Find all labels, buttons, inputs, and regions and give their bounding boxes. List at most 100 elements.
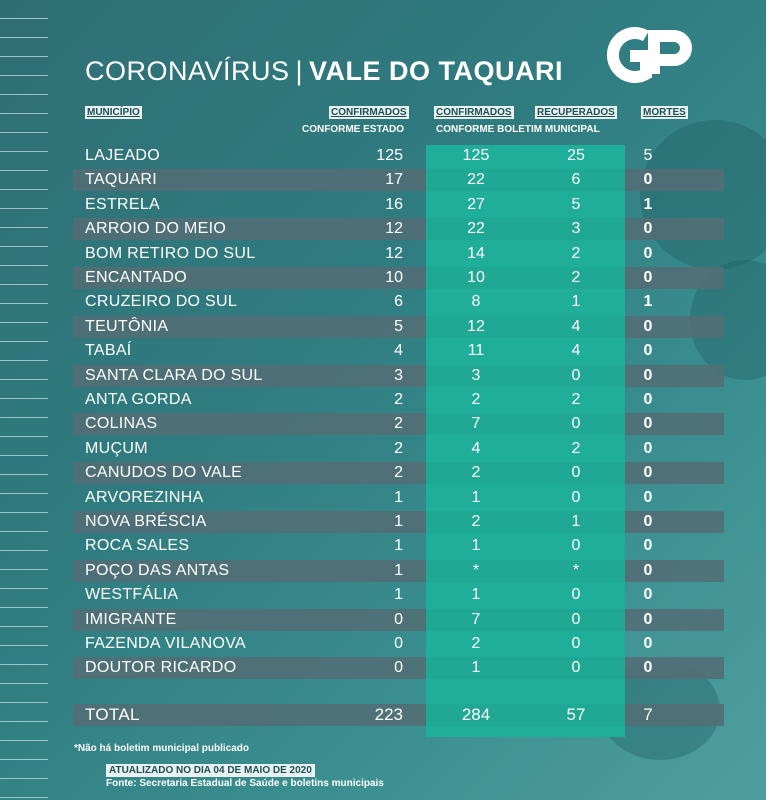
confirmados-estado-cell: 1 [394,537,403,555]
municipio-cell: IMIGRANTE [85,610,177,628]
confirmados-estado-cell: 1 [394,513,403,530]
table-row: WESTFÁLIA 1 1 0 0 [73,584,724,606]
confirmados-estado-cell: 2 [394,391,403,408]
confirmados-estado-cell: 4 [394,342,403,360]
table-row: TABAÍ 4 11 4 0 [73,340,724,362]
municipio-cell: DOUTOR RICARDO [85,659,237,677]
municipio-cell: MUÇUM [85,439,148,457]
source-text: Fonte: Secretaria Estadual de Saúde e bo… [106,778,384,789]
confirmados-estado-cell: 2 [394,415,403,433]
confirmados-estado-cell: 1 [394,586,403,604]
row-highlight [426,559,625,582]
confirmados-boletim-cell: 2 [471,513,481,530]
table-row: CANUDOS DO VALE 2 2 0 0 [73,462,724,485]
recuperados-cell: 0 [571,488,581,506]
confirmados-estado-cell: 12 [385,244,403,262]
confirmados-boletim-cell: 22 [467,171,485,189]
confirmados-boletim-cell: 7 [471,415,481,433]
table-row: DOUTOR RICARDO 0 1 0 0 [73,657,724,680]
confirmados-boletim-cell: 4 [471,439,481,457]
mortes-cell: 0 [643,415,653,433]
row-highlight [426,315,625,338]
confirmados-boletim-cell: 14 [467,244,485,262]
mortes-cell: 0 [643,317,653,335]
municipio-cell: COLINAS [85,415,158,433]
recuperados-cell: 2 [571,391,581,408]
confirmados-estado-cell: 2 [394,464,403,482]
header-recuperados: RECUPERADOS [535,106,617,119]
municipio-cell: LAJEADO [85,147,161,164]
municipio-cell: SANTA CLARA DO SUL [85,366,263,384]
mortes-cell: 0 [643,635,653,652]
table-row: ANTA GORDA 2 2 2 0 [73,389,724,411]
confirmados-estado-cell: 0 [394,659,403,677]
municipio-cell: BOM RETIRO DO SUL [85,244,256,262]
recuperados-cell: * [572,561,580,579]
mortes-cell: 0 [643,464,653,482]
recuperados-cell: 0 [571,366,581,384]
municipio-cell: TAQUARI [85,171,158,189]
header-conforme-boletim: CONFORME BOLETIM MUNICIPAL [436,124,600,135]
table-row: BOM RETIRO DO SUL 12 14 2 0 [73,243,724,265]
confirmados-boletim-cell: 3 [471,366,481,384]
mortes-cell: 1 [643,195,653,213]
mortes-cell: 0 [643,488,653,506]
header-confirmados-boletim: CONFIRMADOS [434,106,514,119]
confirmados-boletim-cell: 27 [467,195,485,213]
mortes-cell: 0 [643,366,653,384]
recuperados-cell: 2 [571,244,581,262]
gp-logo: GP [606,27,692,83]
confirmados-boletim-cell: 11 [467,342,485,360]
confirmados-estado-cell: 16 [385,195,403,213]
table-row: TEUTÔNIA 5 12 4 0 [73,315,724,338]
table-row: FAZENDA VILANOVA 0 2 0 0 [73,633,724,655]
recuperados-cell: 2 [571,269,581,286]
confirmados-boletim-cell: 10 [467,269,485,286]
mortes-cell: 0 [643,342,653,360]
confirmados-boletim-cell: 1 [471,659,481,677]
confirmados-estado-cell: 6 [394,293,403,311]
mortes-cell: 0 [643,537,653,555]
recuperados-cell: 1 [571,513,581,530]
row-highlight [426,608,625,631]
recuperados-cell: 2 [571,439,581,457]
title-left: CORONAVÍRUS [85,56,290,86]
virus-illustration [640,120,766,270]
recuperados-cell: 25 [567,147,585,164]
municipio-cell: ARVOREZINHA [85,488,204,506]
recuperados-cell: 1 [571,293,581,311]
mortes-cell: 0 [643,269,653,286]
confirmados-boletim-cell: 1 [471,488,481,506]
header-mortes: MORTES [641,106,688,119]
recuperados-cell: 0 [571,635,581,652]
mortes-cell: 0 [643,659,653,677]
row-highlight [426,462,625,485]
confirmados-boletim-cell: 2 [471,464,481,482]
confirmados-estado-cell: 5 [394,317,403,335]
municipio-cell: TABAÍ [85,342,132,360]
mortes-cell: 0 [643,171,653,189]
mortes-cell: 0 [643,391,653,408]
confirmados-estado-cell: 125 [376,147,403,164]
table-row: ESTRELA 16 27 5 1 [73,194,724,216]
municipio-cell: TEUTÔNIA [85,317,169,335]
row-highlight [426,413,625,436]
row-highlight [426,511,625,533]
municipio-cell: FAZENDA VILANOVA [85,635,246,652]
municipio-cell: CRUZEIRO DO SUL [85,293,238,311]
municipio-cell: WESTFÁLIA [85,586,179,604]
highlight-column [426,145,625,737]
table-row: ARVOREZINHA 1 1 0 0 [73,487,724,509]
row-highlight [426,657,625,680]
row-highlight [426,218,625,241]
confirmados-estado-cell: 2 [394,439,403,457]
total-row: TOTAL 223 284 57 7 [73,704,724,726]
recuperados-cell: 4 [571,342,581,360]
updated-date: ATUALIZADO NO DIA 04 DE MAIO DE 2020 [106,764,315,777]
recuperados-cell: 6 [571,171,581,189]
confirmados-estado-cell: 10 [385,269,403,286]
recuperados-cell: 0 [571,537,581,555]
row-highlight [426,169,625,192]
header-confirmados-estado: CONFIRMADOS [329,106,409,119]
table-row: ENCANTADO 10 10 2 0 [73,267,724,289]
